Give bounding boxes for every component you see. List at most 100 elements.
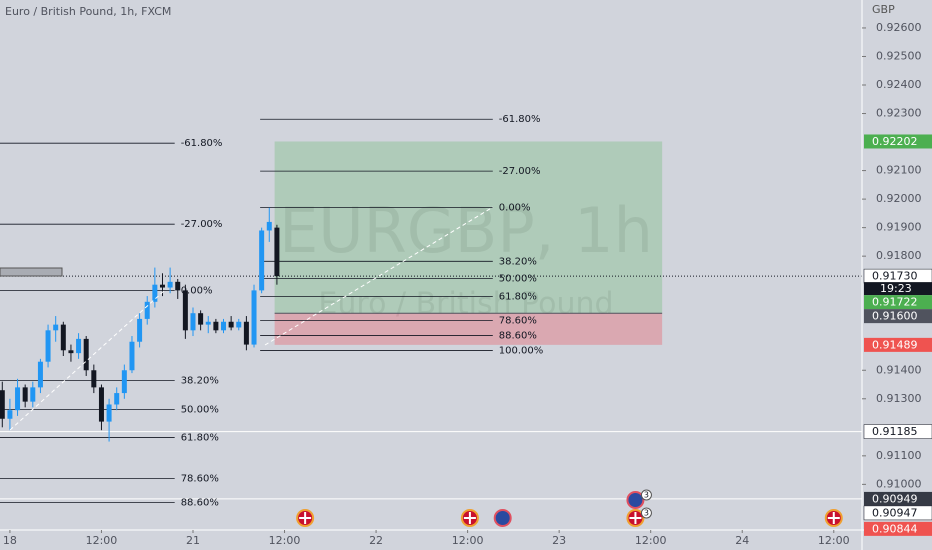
fib-label: 88.60% [499, 330, 537, 341]
price-badge-label: 0.91722 [872, 296, 918, 309]
candle-body [60, 324, 66, 351]
event-count-badge [640, 489, 652, 501]
fib-label: 38.20% [499, 256, 537, 267]
candle-body [205, 321, 211, 325]
fib-trend [264, 206, 494, 346]
candle-body [68, 350, 74, 354]
y-tick-label: 0.92600 [876, 21, 922, 34]
watermark-subtitle: Euro / British Pound [318, 287, 613, 322]
price-badge [864, 491, 932, 506]
event-flag-eu [493, 509, 512, 527]
event-count-badge [640, 507, 652, 519]
fib-label: -61.80% [181, 138, 223, 149]
countdown-label: 19:23 [880, 282, 912, 295]
candle-body [114, 393, 120, 405]
candle-body [106, 404, 112, 422]
candle-body [15, 387, 21, 411]
price-badge [864, 337, 932, 352]
y-tick-label: 0.91900 [876, 221, 922, 234]
candle-body [274, 227, 280, 277]
fib-label: 100.00% [499, 346, 544, 357]
plot: -61.80% -27.00% 0.00% 38.20% 50.00% 61.80% 78.… [0, 114, 862, 509]
y-tick-label: 0.92500 [876, 49, 922, 62]
x-tick-label: 18 [3, 534, 17, 547]
fib-label: 0.00% [499, 202, 531, 213]
candle-body [30, 387, 36, 402]
candle-body [175, 281, 181, 291]
event-flag-cross [299, 512, 312, 524]
x-tick-label: 12:00 [269, 534, 301, 547]
candle-body [259, 230, 265, 291]
fib-label: 0.00% [181, 285, 213, 296]
price-badge [864, 521, 932, 536]
candle-body [45, 330, 51, 362]
price-badge-label: 0.91185 [872, 425, 918, 438]
x-tick-label: 12:00 [818, 534, 850, 547]
price-badge-label: 0.91600 [872, 310, 918, 323]
price-badge [864, 309, 932, 324]
price-badge-label: 0.90947 [872, 506, 918, 519]
fib-label: 50.00% [181, 405, 219, 416]
position-loss [274, 313, 663, 345]
candle-body [91, 370, 97, 388]
y-tick-label: 0.92300 [876, 107, 922, 120]
chart-title: Euro / British Pound, 1h, FXCM [5, 5, 171, 18]
fib-label: 78.60% [181, 474, 219, 485]
position-profit [274, 141, 663, 314]
event-count: 3 [644, 509, 649, 518]
price-badge [864, 295, 932, 310]
candle-body [213, 321, 219, 331]
price-badge-label: 0.91730 [872, 270, 918, 283]
x-tick-label: 12:00 [452, 534, 484, 547]
y-tick-label: 0.91400 [876, 363, 922, 376]
x-tick-label: 22 [369, 534, 383, 547]
countdown-badge [864, 282, 932, 296]
x-tick-label: 23 [552, 534, 566, 547]
candle-body [129, 341, 135, 371]
candle-body [251, 290, 257, 345]
y-tick-label: 0.91000 [876, 477, 922, 490]
y-tick-label: 0.91800 [876, 249, 922, 262]
event-flag-cross [629, 512, 642, 524]
candle-body [37, 361, 43, 388]
drawing-box [0, 267, 63, 277]
fib-label: 61.80% [181, 433, 219, 444]
y-tick-label: 0.91100 [876, 449, 922, 462]
y-tick-label: 0.92000 [876, 192, 922, 205]
price-badge-label: 0.90844 [872, 522, 918, 535]
candle-body [221, 321, 227, 331]
candle-body [53, 324, 59, 331]
event-count: 3 [644, 491, 649, 500]
fib-label: 61.80% [499, 291, 537, 302]
fib-label: 50.00% [499, 273, 537, 284]
y-tick-label: 0.92100 [876, 164, 922, 177]
candle-body [167, 281, 173, 288]
candle-body [7, 410, 13, 419]
event-flag-cross [827, 512, 840, 524]
candle-body [83, 338, 89, 371]
x-tick-label: 21 [186, 534, 200, 547]
candle-body [182, 290, 188, 331]
candle-body [159, 284, 165, 288]
candle-body [0, 390, 5, 419]
event-flag-cross [463, 512, 476, 524]
y-tick-label: 0.92400 [876, 78, 922, 91]
fib-label: -27.00% [499, 166, 541, 177]
fib-label: 88.60% [181, 498, 219, 509]
candle-body [144, 301, 150, 319]
price-badge [864, 134, 932, 149]
candle-body [266, 221, 272, 231]
candle-body [198, 313, 204, 325]
fib-label: 38.20% [181, 376, 219, 387]
fib-label: -27.00% [181, 219, 223, 230]
x-tick-label: 24 [735, 534, 749, 547]
candle-body [76, 338, 82, 354]
watermark: EURGBP, 1h [279, 194, 653, 267]
y-tick-label: 0.91300 [876, 392, 922, 405]
candle-body [98, 387, 104, 422]
fib-label: 78.60% [499, 315, 537, 326]
candle-body [228, 321, 234, 328]
price-badge [863, 424, 932, 439]
candle-body [22, 387, 28, 402]
